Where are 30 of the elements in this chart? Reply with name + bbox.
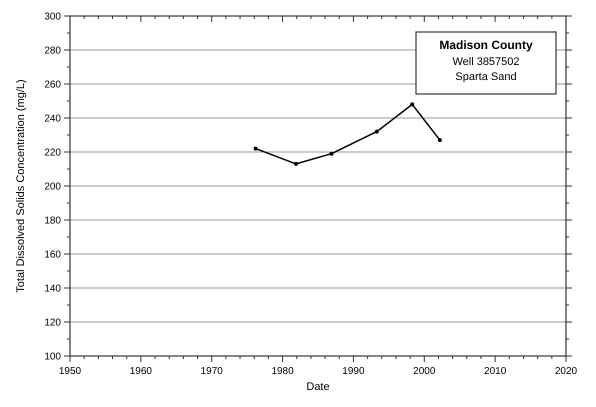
y-tick-label: 140 — [44, 284, 62, 294]
y-tick-label: 120 — [44, 318, 62, 328]
y-tick-label: 200 — [44, 182, 62, 192]
point — [329, 152, 334, 156]
y-tick-label: 180 — [44, 216, 62, 226]
y-tick-label: 300 — [44, 12, 62, 22]
x-tick-label: 2020 — [554, 366, 578, 377]
text: Well 3857502 — [452, 56, 520, 68]
x-tick-label: 2010 — [484, 366, 507, 377]
x-tick-label: 1960 — [130, 366, 152, 377]
x-tick-label: 1970 — [200, 366, 224, 377]
y-tick-label: 280 — [44, 46, 62, 56]
annotation: Sparta Sand — [455, 71, 517, 83]
point — [374, 130, 379, 134]
x-tick-label: 1980 — [271, 366, 294, 377]
point — [410, 102, 414, 106]
y-tick-label: 240 — [44, 114, 62, 124]
point — [254, 146, 258, 151]
x-axis-title: Date — [306, 381, 330, 393]
x-tick-label: 1990 — [342, 366, 365, 377]
point — [294, 162, 298, 166]
text: Madison County — [439, 38, 533, 52]
y-axis-title: Total Dissolved Solids Concentration (mg/L) — [15, 79, 27, 293]
point — [438, 138, 442, 142]
x-tick-label: 2000 — [413, 366, 436, 377]
y-tick-label: 220 — [44, 148, 62, 158]
y-tick-label: 100 — [44, 352, 62, 362]
x-tick-label: 1950 — [58, 366, 82, 377]
y-tick-label: 260 — [44, 80, 62, 90]
y-tick-label: 160 — [44, 250, 62, 260]
